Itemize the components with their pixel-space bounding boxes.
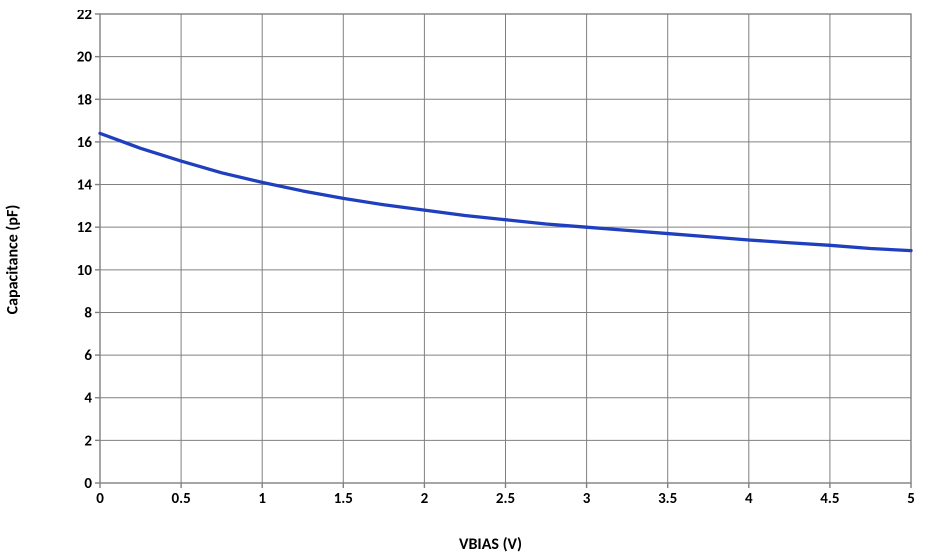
- svg-text:14: 14: [77, 177, 93, 195]
- svg-text:2: 2: [421, 490, 429, 508]
- svg-text:12: 12: [77, 219, 93, 237]
- svg-text:16: 16: [77, 134, 93, 152]
- svg-text:22: 22: [77, 10, 93, 24]
- svg-text:0: 0: [96, 490, 104, 508]
- svg-text:4: 4: [84, 390, 92, 408]
- y-axis-label-container: Capacitance (pF): [0, 0, 26, 519]
- svg-text:5: 5: [907, 490, 915, 508]
- svg-text:8: 8: [84, 304, 92, 322]
- svg-text:0.5: 0.5: [171, 490, 190, 508]
- x-axis-label: VBIAS (V): [60, 535, 921, 559]
- svg-text:4.5: 4.5: [820, 490, 839, 508]
- plot-area: 0 0.5 1 1.5 2 2.5 3 3.5 4 4.5 5 0 2 4 6 8 10 12 14 16 18 20 22: [66, 10, 917, 511]
- svg-text:1: 1: [258, 490, 266, 508]
- svg-text:3: 3: [583, 490, 591, 508]
- svg-text:0: 0: [84, 475, 92, 493]
- svg-text:18: 18: [77, 91, 93, 109]
- chart-svg: 0 0.5 1 1.5 2 2.5 3 3.5 4 4.5 5 0 2 4 6 8 10 12 14 16 18 20 22: [66, 10, 917, 511]
- svg-text:4: 4: [745, 490, 753, 508]
- svg-text:10: 10: [77, 262, 93, 280]
- y-axis-label: Capacitance (pF): [4, 205, 23, 315]
- chart-container: Capacitance (pF) 0 0.5 1 1.5 2 2.5 3 3.5 4 4.5 5 0 2…: [0, 0, 941, 559]
- svg-text:2: 2: [84, 432, 92, 450]
- svg-text:20: 20: [77, 49, 93, 67]
- svg-text:2.5: 2.5: [496, 490, 515, 508]
- svg-text:6: 6: [84, 347, 92, 365]
- svg-text:1.5: 1.5: [334, 490, 353, 508]
- svg-text:3.5: 3.5: [658, 490, 677, 508]
